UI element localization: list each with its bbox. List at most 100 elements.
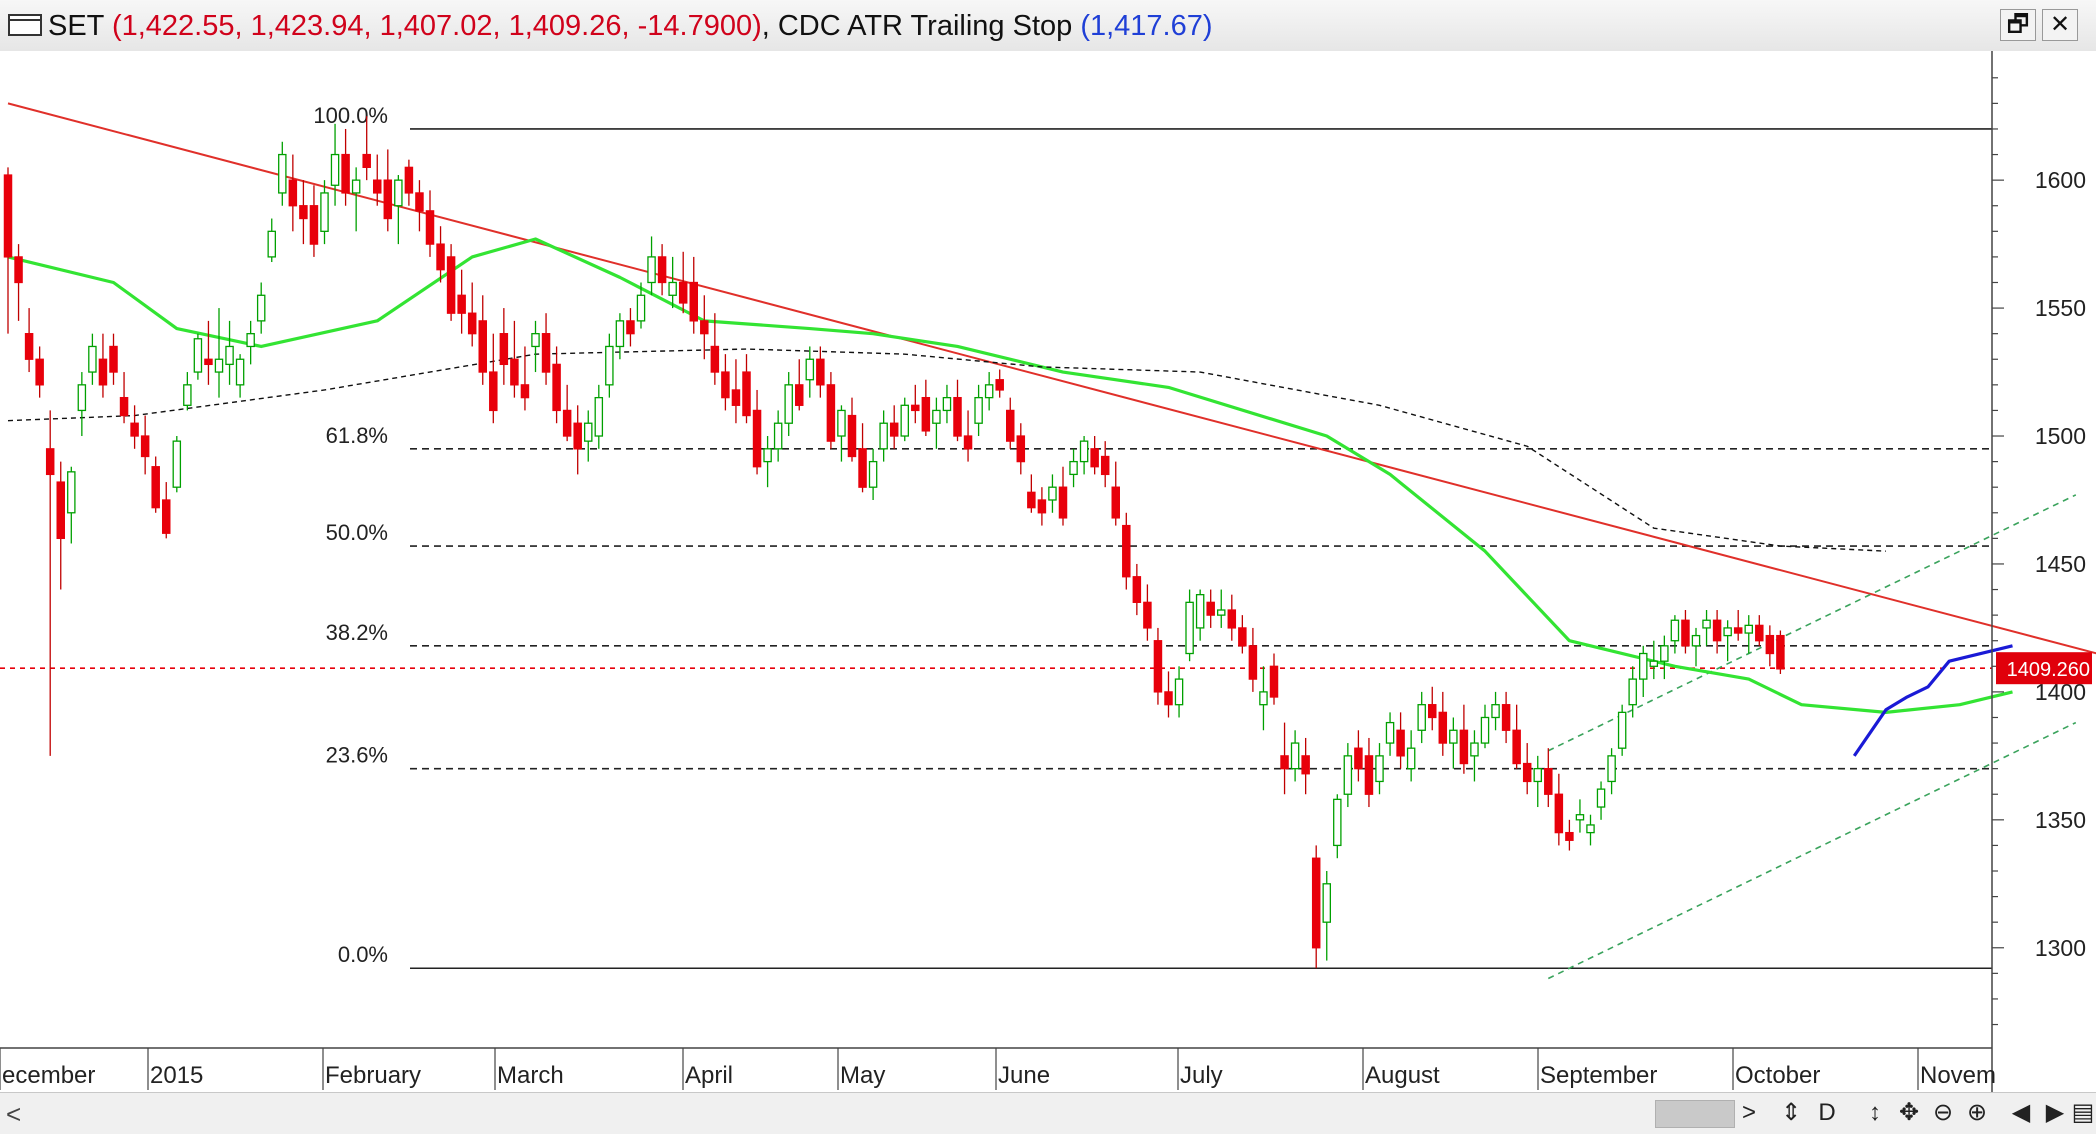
candle-body — [963, 435, 973, 450]
candle-body — [1449, 729, 1458, 744]
candle-body — [531, 333, 540, 348]
candle-body — [67, 471, 76, 514]
candle-body — [161, 499, 171, 534]
candle-body — [678, 281, 688, 304]
candle-body — [1248, 645, 1258, 680]
candle-body — [288, 179, 298, 207]
candle-body — [235, 358, 245, 386]
candle-body — [763, 448, 772, 463]
candle-body — [446, 256, 456, 314]
candle-body — [868, 460, 878, 488]
candle-body — [1755, 624, 1764, 642]
candle-body — [457, 294, 466, 314]
candle-body — [1058, 486, 1068, 519]
candle-body — [309, 205, 319, 245]
pan-button[interactable]: ✥ — [1898, 1099, 1920, 1126]
close-window-button[interactable]: ✕ — [2042, 9, 2078, 41]
price-tick-label: 1500 — [2035, 423, 2086, 449]
candle-body — [626, 320, 635, 335]
candle-body — [330, 153, 340, 186]
candle-body — [35, 358, 44, 386]
candle-body — [1153, 640, 1163, 693]
candle-body — [1079, 440, 1089, 463]
candle-body — [1776, 634, 1785, 670]
candle-body — [1660, 645, 1669, 662]
ma-dashed-line — [7, 348, 1886, 552]
date-label: Novem — [1920, 1062, 1996, 1089]
ohlc-values: (1,422.55, 1,423.94, 1,407.02, 1,409.26,… — [111, 10, 762, 42]
candle-body — [1364, 755, 1374, 795]
date-label: October — [1735, 1062, 1820, 1089]
candle-body — [56, 481, 66, 540]
chart-menu-button[interactable]: ▤ — [2071, 1099, 2095, 1126]
last-price-label: 1409.260 — [2007, 659, 2090, 681]
period-button[interactable]: D — [1818, 1099, 1836, 1126]
candle-body — [911, 404, 920, 412]
date-label: September — [1540, 1062, 1657, 1089]
date-label: ecember — [2, 1062, 95, 1089]
candle-body — [1491, 704, 1500, 719]
vertical-fit-button[interactable]: ⇕ — [1780, 1099, 1802, 1126]
candle-body — [1586, 824, 1595, 834]
candle-body — [921, 396, 931, 432]
candle-body — [320, 192, 329, 232]
zoom-out-button[interactable]: ⊖ — [1932, 1099, 1954, 1126]
candle-body — [932, 409, 941, 424]
candle-body — [1290, 742, 1300, 770]
candle-body — [1174, 678, 1184, 706]
candle-body — [1617, 711, 1627, 749]
chart-title: SET (1,422.55, 1,423.94, 1,407.02, 1,409… — [48, 8, 1213, 44]
candle-body — [647, 256, 656, 284]
candle-body — [1185, 601, 1194, 655]
candle-body — [499, 333, 509, 366]
candle-body — [24, 333, 34, 360]
date-label: August — [1365, 1062, 1440, 1089]
candle-body — [773, 422, 783, 450]
window-icon[interactable] — [8, 14, 42, 36]
candle-body — [573, 422, 582, 450]
candle-body — [1522, 762, 1532, 783]
candle-body — [3, 174, 13, 258]
candle-body — [14, 256, 23, 284]
candle-body — [88, 345, 97, 373]
candle-body — [984, 384, 994, 399]
candle-body — [77, 384, 87, 412]
candle-body — [1459, 729, 1469, 765]
vertical-scale-button[interactable]: ↕ — [1869, 1099, 1881, 1126]
candle-body — [98, 358, 108, 386]
last-price-badge — [1996, 652, 2092, 685]
chart-scrollbar[interactable]: < > ⇕ D ↕ ✥ ⊖ ⊕ ◀ ▶ ▤ — [0, 1092, 2096, 1134]
candle-body — [1016, 435, 1026, 463]
candle-body — [605, 345, 614, 386]
scroll-back-button[interactable]: ◀ — [2011, 1099, 2031, 1126]
scroll-thumb[interactable] — [1655, 1100, 1735, 1128]
candlesticks — [3, 116, 1785, 969]
candle-body — [489, 371, 498, 412]
candle-body — [1639, 652, 1648, 680]
candle-body — [1048, 486, 1057, 501]
scroll-forward-button[interactable]: ▶ — [2045, 1099, 2065, 1126]
fib-level-label: 50.0% — [326, 520, 388, 545]
ma-green-line — [7, 237, 2013, 714]
date-label: March — [497, 1062, 564, 1089]
candle-body — [204, 358, 213, 366]
candle-body — [1206, 601, 1215, 616]
candle-body — [636, 294, 646, 322]
candle-body — [795, 384, 804, 406]
scroll-right-button[interactable]: > — [1741, 1099, 1756, 1126]
scroll-left-button[interactable]: < — [6, 1099, 22, 1129]
zoom-in-button[interactable]: ⊕ — [1966, 1099, 1988, 1126]
candle-body — [1227, 609, 1237, 629]
candle-body — [1691, 634, 1701, 647]
date-label: May — [840, 1062, 885, 1089]
candle-body — [1301, 755, 1310, 775]
candle-body — [1385, 721, 1395, 744]
candle-body — [889, 422, 899, 437]
price-chart[interactable]: 100.0% 61.8% 50.0% 38.2% 23.6% 0.0% 1300 1350 1… — [0, 51, 2096, 1092]
candle-body — [1396, 729, 1405, 757]
fib-level-label: 61.8% — [326, 423, 388, 448]
candle-body — [383, 179, 393, 220]
fib-level-label: 100.0% — [313, 103, 388, 128]
restore-window-button[interactable]: 🗗 — [2000, 9, 2036, 41]
candle-body — [478, 320, 487, 373]
